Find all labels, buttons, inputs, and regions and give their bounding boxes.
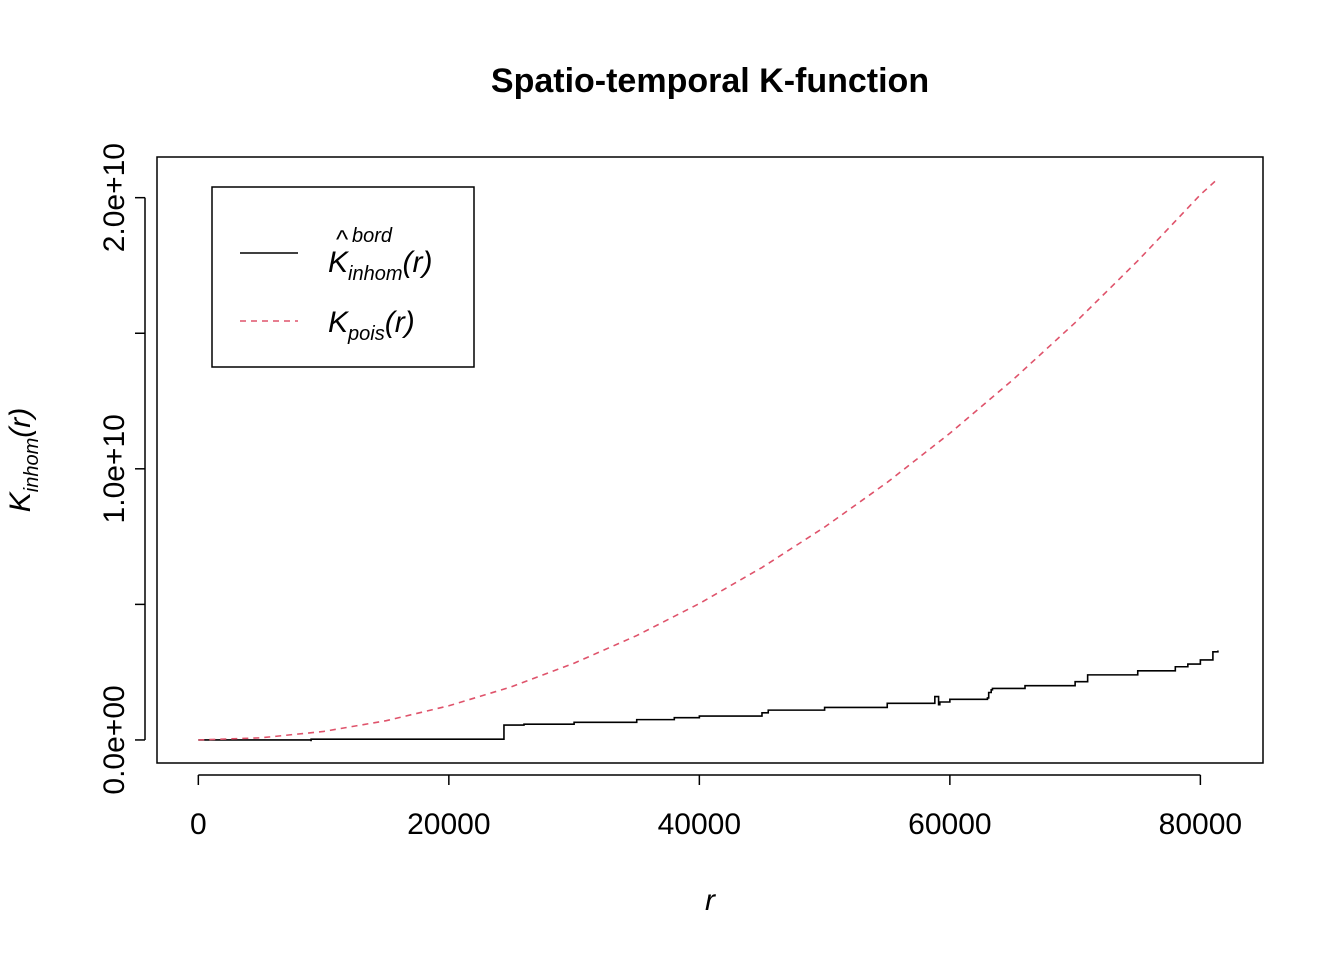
svg-text:Kinhom(r): Kinhom(r) — [4, 408, 43, 512]
y-tick-label: 0.0e+00 — [98, 685, 131, 794]
y-axis: 0.0e+00 1.0e+10 2.0e+10 — [98, 143, 146, 795]
svg-text:Kpois(r): Kpois(r) — [328, 306, 415, 345]
legend: Kinhom(r) bord ^ Kpois(r) — [211, 186, 475, 368]
legend-k-bord-arg: (r) — [403, 246, 433, 279]
x-tick-label: 0 — [190, 808, 207, 841]
legend-k-pois-base: K — [328, 306, 350, 339]
x-tick-label: 60000 — [908, 808, 991, 841]
x-axis-label: r — [705, 884, 716, 917]
series-k-pois-line — [198, 178, 1219, 741]
legend-k-pois-sub: pois — [347, 323, 385, 345]
series-layer — [198, 178, 1219, 742]
y-tick-label: 2.0e+10 — [98, 143, 131, 252]
legend-box — [211, 186, 475, 368]
y-axis-label: Kinhom(r) — [4, 408, 43, 512]
x-tick-label: 20000 — [407, 808, 490, 841]
legend-k-bord-hat: ^ — [336, 224, 349, 254]
x-tick-label: 40000 — [658, 808, 741, 841]
y-axis-label-base: K — [4, 490, 37, 512]
svg-text:Kinhom(r): Kinhom(r) — [328, 246, 432, 285]
series-k-bord-line — [198, 650, 1219, 742]
legend-k-bord-sub: inhom — [348, 263, 402, 285]
legend-k-pois-arg: (r) — [385, 306, 415, 339]
x-axis: 0 20000 40000 60000 80000 — [190, 774, 1242, 841]
y-axis-label-sub: inhom — [21, 438, 43, 492]
chart-title: Spatio-temporal K-function — [491, 62, 929, 100]
legend-k-bord-base: K — [328, 246, 350, 279]
y-tick-label: 1.0e+10 — [98, 414, 131, 523]
legend-k-bord-sup: bord — [352, 225, 393, 247]
plot-frame — [156, 156, 1264, 764]
x-tick-label: 80000 — [1159, 808, 1242, 841]
y-axis-label-arg: (r) — [4, 408, 37, 438]
